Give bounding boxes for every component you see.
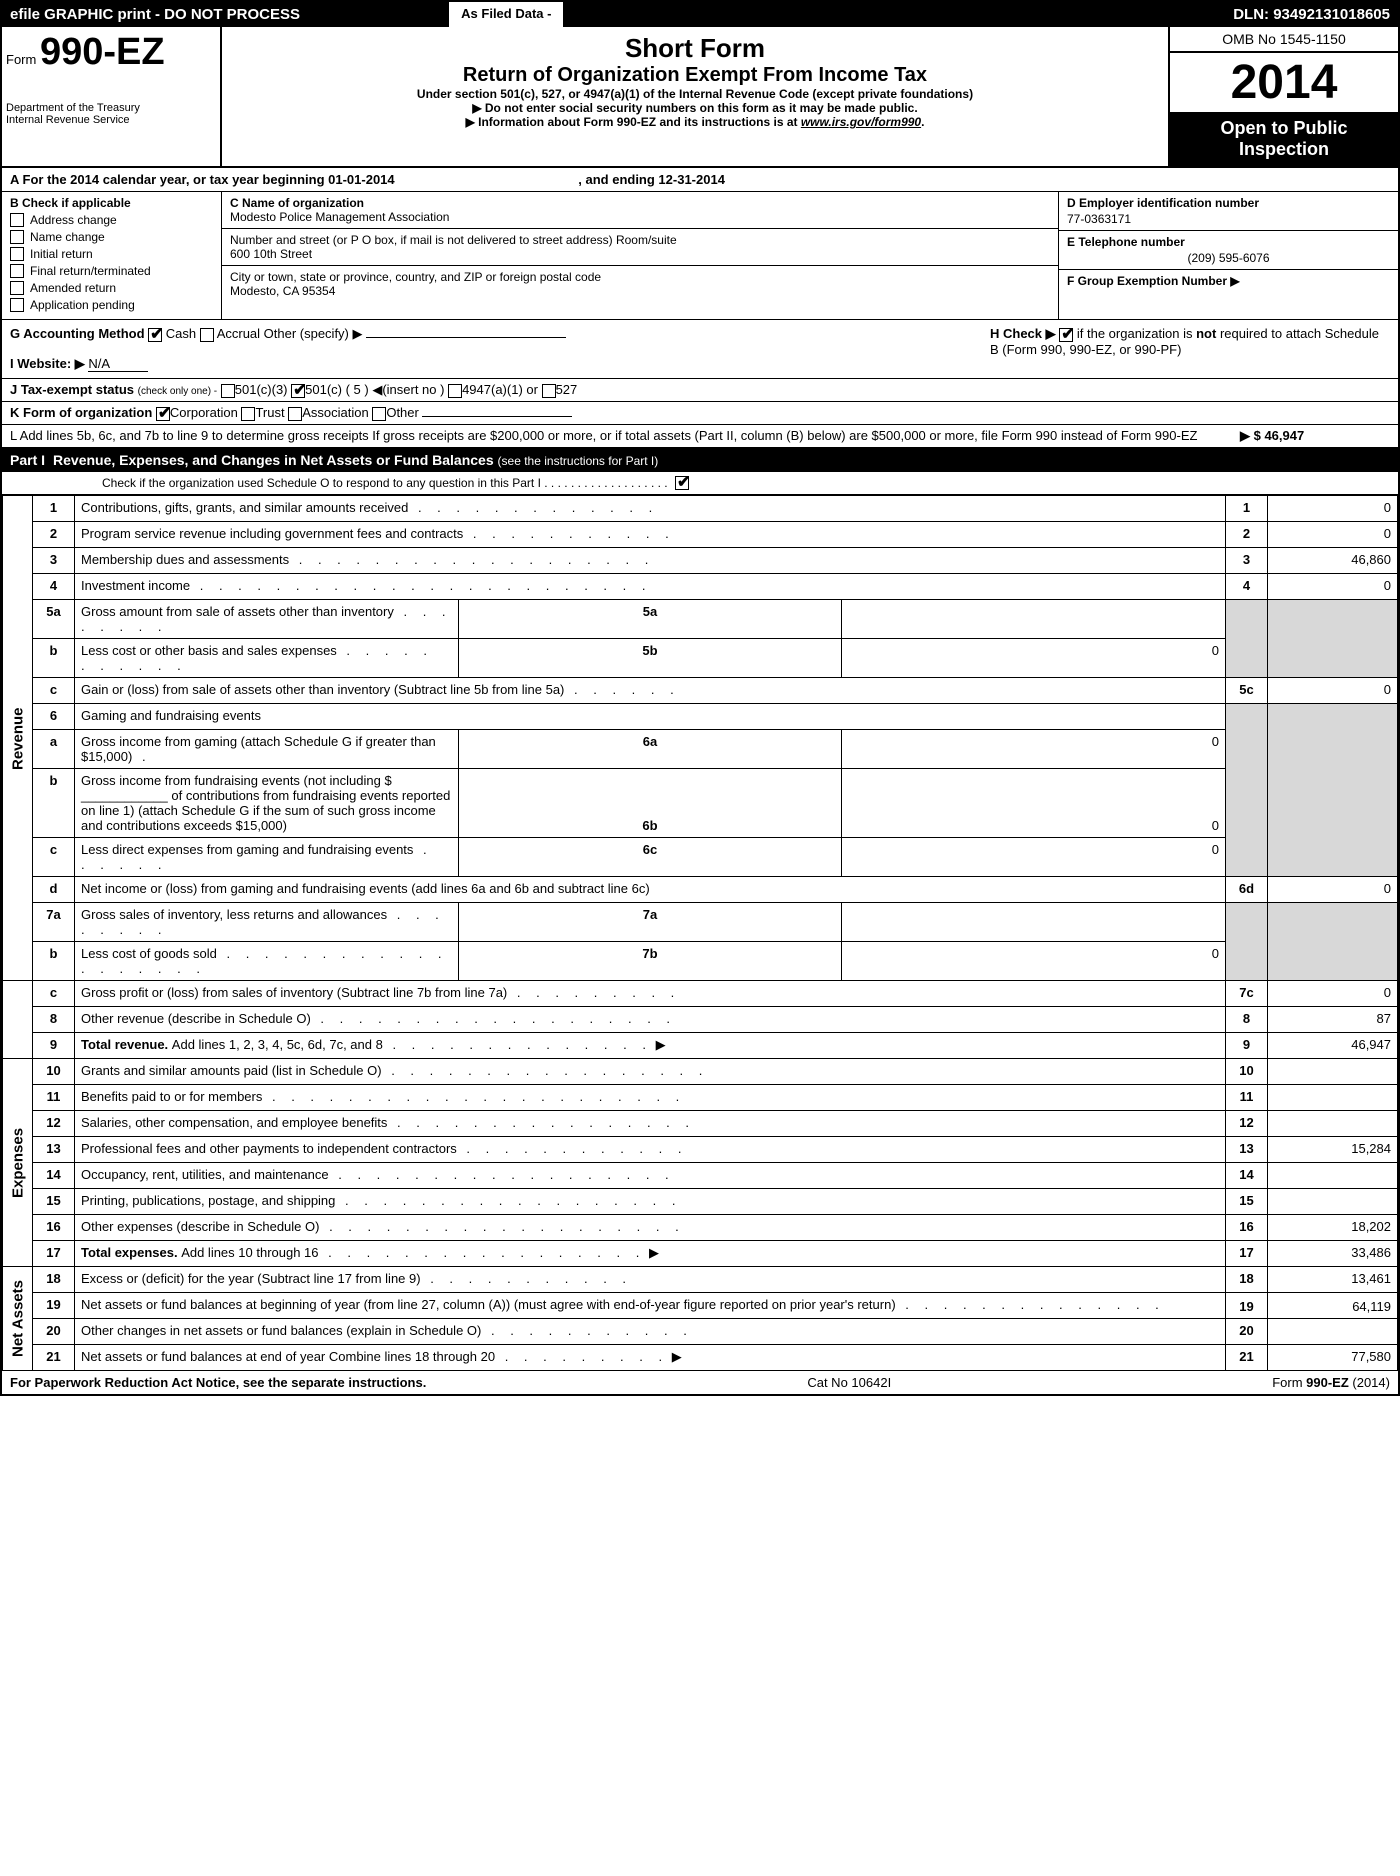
omb-number: OMB No 1545-1150 [1170, 27, 1398, 53]
chk-h[interactable] [1059, 328, 1073, 342]
d-ein: D Employer identification number 77-0363… [1059, 192, 1398, 231]
c-name: C Name of organization Modesto Police Ma… [222, 192, 1058, 229]
tax-year: 2014 [1170, 53, 1398, 112]
header-left: Form 990-EZ Department of the Treasury I… [2, 27, 222, 166]
l-gross-receipts: L Add lines 5b, 6c, and 7b to line 9 to … [2, 425, 1398, 448]
header: Form 990-EZ Department of the Treasury I… [2, 27, 1398, 168]
dept-treasury: Department of the Treasury [6, 102, 216, 114]
as-filed-label: As Filed Data - [447, 2, 565, 27]
footer-right: Form 990-EZ (2014) [1272, 1375, 1390, 1390]
chk-accrual[interactable] [200, 328, 214, 342]
chk-trust[interactable] [241, 407, 255, 421]
b-label: B Check if applicable [10, 196, 213, 210]
open-public: Open to Public Inspection [1170, 112, 1398, 166]
data-table: Revenue 1 Contributions, gifts, grants, … [2, 495, 1398, 1371]
top-bar: efile GRAPHIC print - DO NOT PROCESS As … [2, 2, 1398, 27]
chk-address[interactable]: Address change [10, 213, 213, 227]
irs-link[interactable]: www.irs.gov/form990 [801, 115, 921, 129]
side-revenue: Revenue [3, 496, 33, 981]
chk-501c3[interactable] [221, 384, 235, 398]
header-right: OMB No 1545-1150 2014 Open to Public Ins… [1168, 27, 1398, 166]
header-mid: Short Form Return of Organization Exempt… [222, 27, 1168, 166]
chk-initial[interactable]: Initial return [10, 247, 213, 261]
part1-check: Check if the organization used Schedule … [2, 472, 1398, 496]
form-990ez: efile GRAPHIC print - DO NOT PROCESS As … [0, 0, 1400, 1396]
side-expenses: Expenses [3, 1059, 33, 1267]
efile-label: efile GRAPHIC print - DO NOT PROCESS [2, 2, 447, 27]
chk-name[interactable]: Name change [10, 230, 213, 244]
section-bc: B Check if applicable Address change Nam… [2, 192, 1398, 320]
side-net-assets: Net Assets [3, 1267, 33, 1371]
chk-other[interactable] [372, 407, 386, 421]
part1-header: Part I Revenue, Expenses, and Changes in… [2, 448, 1398, 472]
col-c: C Name of organization Modesto Police Ma… [222, 192, 1058, 319]
j-tax-status: J Tax-exempt status (check only one) - 5… [2, 379, 1398, 402]
g-accounting: G Accounting Method Cash Accrual Other (… [10, 326, 990, 372]
col-def: D Employer identification number 77-0363… [1058, 192, 1398, 319]
i-website: I Website: ▶ N/A [10, 356, 990, 372]
chk-corp[interactable] [156, 407, 170, 421]
chk-final[interactable]: Final return/terminated [10, 264, 213, 278]
return-title: Return of Organization Exempt From Incom… [228, 64, 1162, 87]
col-b: B Check if applicable Address change Nam… [2, 192, 222, 319]
e-telephone: E Telephone number (209) 595-6076 [1059, 231, 1398, 270]
form-prefix: Form [6, 52, 36, 67]
c-city: City or town, state or province, country… [222, 266, 1058, 302]
row-a: A For the 2014 calendar year, or tax yea… [2, 168, 1398, 192]
chk-amended[interactable]: Amended return [10, 281, 213, 295]
footer: For Paperwork Reduction Act Notice, see … [2, 1371, 1398, 1394]
f-group: F Group Exemption Number ▶ [1059, 270, 1398, 292]
chk-501c[interactable] [291, 384, 305, 398]
chk-cash[interactable] [148, 328, 162, 342]
chk-527[interactable] [542, 384, 556, 398]
note-ssn: ▶ Do not enter social security numbers o… [228, 101, 1162, 115]
chk-4947[interactable] [448, 384, 462, 398]
short-form-title: Short Form [228, 33, 1162, 64]
footer-mid: Cat No 10642I [807, 1375, 891, 1390]
k-form-org: K Form of organization Corporation Trust… [2, 402, 1398, 425]
note-info: ▶ Information about Form 990-EZ and its … [228, 115, 1162, 129]
c-address: Number and street (or P O box, if mail i… [222, 229, 1058, 266]
chk-pending[interactable]: Application pending [10, 298, 213, 312]
subtitle: Under section 501(c), 527, or 4947(a)(1)… [228, 87, 1162, 101]
form-number: 990-EZ [40, 31, 165, 73]
irs-label: Internal Revenue Service [6, 114, 216, 126]
block-g-h: G Accounting Method Cash Accrual Other (… [2, 320, 1398, 379]
chk-schedule-o[interactable] [675, 476, 689, 490]
chk-assoc[interactable] [288, 407, 302, 421]
h-check: H Check ▶ if the organization is not req… [990, 326, 1390, 372]
dln-label: DLN: 93492131018605 [1225, 2, 1398, 27]
footer-left: For Paperwork Reduction Act Notice, see … [10, 1375, 426, 1390]
